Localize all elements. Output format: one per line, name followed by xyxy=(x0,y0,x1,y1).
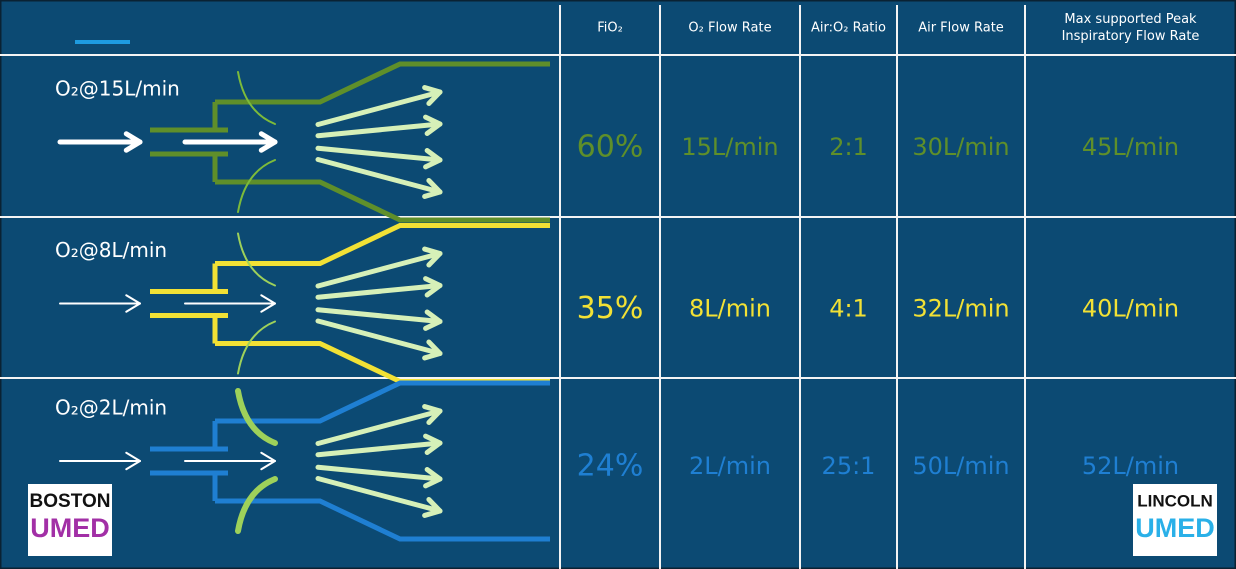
cell-value: 32L/min xyxy=(912,295,1009,323)
arrow-head xyxy=(423,114,443,137)
air-arrow xyxy=(237,232,276,287)
arrow-head xyxy=(422,497,443,518)
outer-tube xyxy=(215,380,550,424)
cell-value: 35% xyxy=(577,291,644,326)
outer-tube xyxy=(215,223,550,266)
air-arrow xyxy=(237,71,276,125)
table-grid xyxy=(0,5,1236,569)
arrow-head xyxy=(260,451,276,471)
cell-value: 4:1 xyxy=(829,295,868,323)
venturi-diagram: O₂@2L/min xyxy=(55,380,550,542)
arrow-shaft xyxy=(315,89,443,127)
cell-value: 50L/min xyxy=(912,452,1009,480)
arrow-shaft xyxy=(315,476,443,514)
arrow-shaft xyxy=(315,283,443,300)
cell-value: 2L/min xyxy=(689,452,771,480)
arrow-shaft xyxy=(315,251,443,289)
arrow-shaft xyxy=(315,408,443,446)
arrow-head xyxy=(423,466,443,489)
arrow-head xyxy=(258,131,278,153)
arrow-head xyxy=(423,147,443,170)
arrow-head xyxy=(422,85,443,106)
outer-tube xyxy=(215,61,550,105)
logo-box xyxy=(1133,484,1217,556)
arrow-shaft xyxy=(315,318,443,356)
cell-value: 8L/min xyxy=(689,295,771,323)
cell-value: 52L/min xyxy=(1082,452,1179,480)
cell-value: 45L/min xyxy=(1082,133,1179,161)
arrow-shaft xyxy=(315,440,443,458)
row-label: O₂@2L/min xyxy=(55,396,167,420)
cell-value: 40L/min xyxy=(1082,295,1179,323)
outer-tube xyxy=(215,179,550,223)
cell-value: 25:1 xyxy=(822,452,876,480)
air-arrow xyxy=(237,320,276,375)
column-header: Air:O₂ Ratio xyxy=(811,21,886,36)
outer-tube xyxy=(215,498,550,542)
lincoln-logo: LINCOLN UMED xyxy=(1133,484,1217,556)
boston-logo: BOSTON UMED xyxy=(28,484,112,556)
cell-value: 2:1 xyxy=(829,133,868,161)
arrow-head xyxy=(123,131,143,153)
air-arrow xyxy=(235,476,278,534)
column-header: O₂ Flow Rate xyxy=(688,21,771,36)
row-label: O₂@15L/min xyxy=(55,77,180,101)
arrow-head xyxy=(423,276,443,298)
arrow-head xyxy=(423,309,443,331)
arrow-head xyxy=(423,433,443,456)
arrow-head xyxy=(260,294,276,313)
arrow-head xyxy=(422,404,443,425)
venturi-diagram: O₂@15L/min xyxy=(55,61,550,223)
arrow-head xyxy=(125,294,141,313)
cell-value: 30L/min xyxy=(912,133,1009,161)
row-label: O₂@8L/min xyxy=(55,238,167,262)
arrow-shaft xyxy=(315,121,443,139)
arrow-shaft xyxy=(315,307,443,324)
logo-name: LINCOLN xyxy=(1137,491,1213,510)
cell-value: 15L/min xyxy=(681,133,778,161)
arrow-shaft xyxy=(315,145,443,163)
cell-value: 60% xyxy=(577,130,644,165)
logo-sub: UMED xyxy=(1135,513,1215,543)
arrow-head xyxy=(125,451,141,471)
column-header: Air Flow Rate xyxy=(918,21,1004,36)
logo-name: BOSTON xyxy=(30,491,111,512)
logo-sub: UMED xyxy=(30,513,110,543)
arrow-head xyxy=(422,339,443,361)
air-arrow xyxy=(235,388,278,446)
air-arrow xyxy=(237,159,276,213)
cell-value: 24% xyxy=(577,449,644,484)
column-header: FiO₂ xyxy=(597,21,623,36)
arrow-shaft xyxy=(315,464,443,482)
arrow-shaft xyxy=(315,157,443,195)
logo-box xyxy=(28,484,112,556)
arrow-head xyxy=(422,246,443,268)
arrow-head xyxy=(422,178,443,199)
column-header: Max supported Peak Inspiratory Flow Rate xyxy=(1062,12,1200,44)
